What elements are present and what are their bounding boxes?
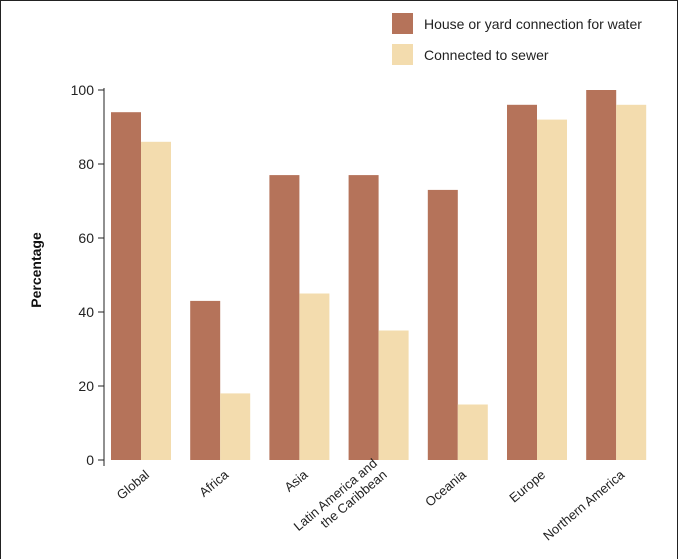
y-axis: 0 20 40 60 80 100 [71,82,105,468]
bar [537,119,567,460]
x-tick-label: Global [114,467,153,503]
y-tick-label: 80 [78,156,94,172]
y-tick-label: 40 [78,304,94,320]
bar [348,175,379,460]
x-tick-label-line: Africa [196,466,232,499]
x-tick-label: Asia [281,466,311,494]
bar [507,104,537,461]
legend-label: House or yard connection for water [424,16,642,32]
bar [111,112,141,460]
x-tick-label: Northern America [540,466,628,543]
x-tick-label-line: Northern America [540,466,628,543]
legend-label: Connected to sewer [424,47,549,63]
y-tick-label: 60 [78,230,94,246]
x-tick-label-line: Global [114,467,153,503]
legend-swatch [392,13,413,34]
bar [586,90,617,460]
y-tick-label: 100 [71,82,95,98]
bar [616,104,647,461]
bar [457,404,488,460]
legend-swatch [392,44,413,65]
x-tick-label-line: Asia [281,466,311,494]
x-tick-label-line: Oceania [422,466,469,509]
bar [299,293,330,460]
x-tick-label: Latin America andthe Caribbean [291,455,390,545]
x-tick-label-line: Europe [506,467,548,505]
legend: House or yard connection for water Connec… [392,13,642,65]
x-tick-label: Oceania [422,466,469,509]
bar [220,393,251,460]
bar [190,300,221,460]
bar [378,330,409,460]
bar [269,175,300,460]
x-tick-label: Africa [196,466,232,499]
x-tick-label: Europe [506,467,548,505]
y-tick-label: 0 [86,452,94,468]
y-tick-label: 20 [78,378,94,394]
y-axis-title: Percentage [28,232,44,308]
bar [427,189,458,460]
bar [141,141,171,461]
bars [111,90,647,461]
